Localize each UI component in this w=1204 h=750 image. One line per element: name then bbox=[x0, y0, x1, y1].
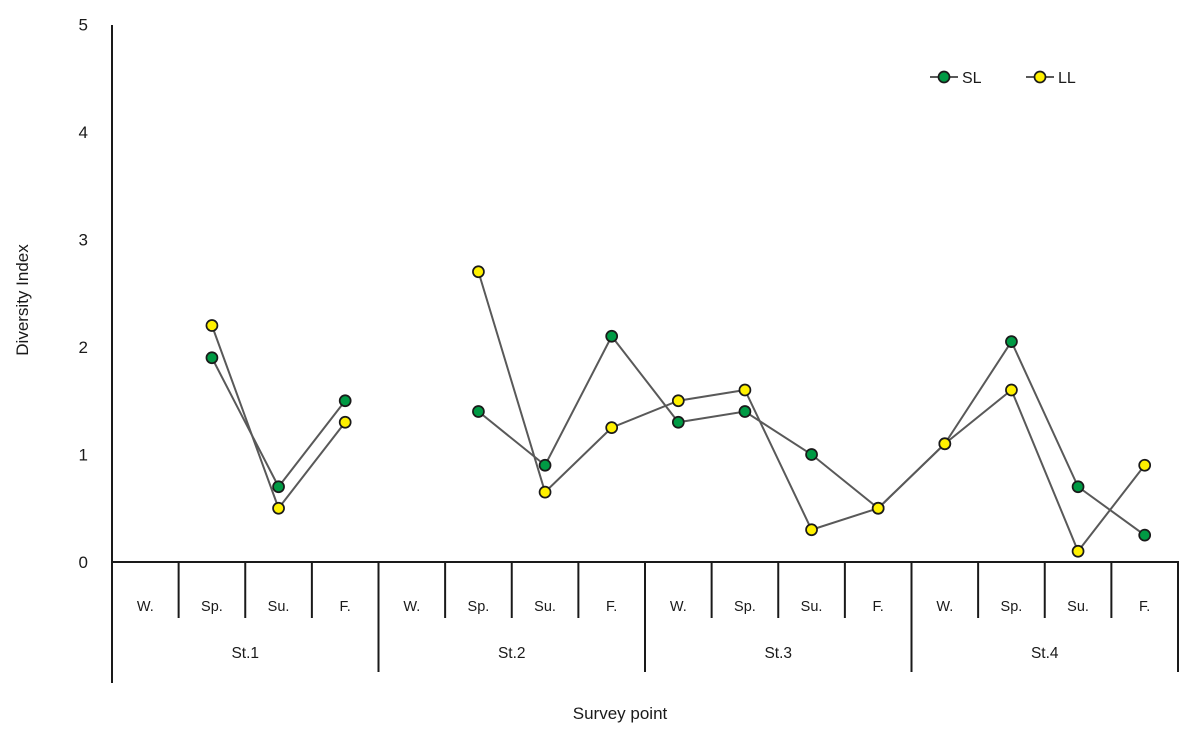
chart-line-sl bbox=[211, 357, 346, 489]
data-point-sl bbox=[605, 329, 619, 343]
y-axis-title: Diversity Index bbox=[13, 244, 32, 356]
data-point-sl bbox=[338, 394, 352, 408]
data-point-ll bbox=[671, 394, 685, 408]
data-point-sl bbox=[472, 405, 485, 418]
x-tick-label: F. bbox=[606, 599, 617, 615]
data-point-ll bbox=[472, 265, 485, 279]
x-tick-label: W. bbox=[137, 599, 154, 615]
x-tick-label: W. bbox=[670, 599, 687, 615]
x-tick-label: F. bbox=[1139, 599, 1150, 615]
x-tick-label: F. bbox=[340, 599, 351, 615]
station-label: St.1 bbox=[231, 645, 259, 662]
x-tick-label: Su. bbox=[1067, 599, 1089, 615]
y-tick-label: 1 bbox=[79, 446, 88, 465]
data-point-ll bbox=[538, 485, 552, 499]
x-tick-label: W. bbox=[403, 599, 420, 615]
data-point-sl bbox=[805, 448, 818, 461]
y-tick-label: 0 bbox=[79, 553, 88, 572]
station-label: St.3 bbox=[764, 645, 792, 662]
legend-label-sl: SL bbox=[962, 70, 982, 87]
chart-line-sl bbox=[477, 334, 1146, 536]
data-point-sl bbox=[1005, 335, 1018, 348]
chart-line-ll bbox=[477, 271, 1146, 554]
data-point-sl bbox=[272, 480, 285, 494]
x-tick-label: Sp. bbox=[201, 599, 223, 615]
data-point-ll bbox=[1138, 458, 1152, 472]
data-point-ll bbox=[805, 523, 818, 537]
station-label: St.4 bbox=[1031, 645, 1059, 662]
data-point-sl bbox=[671, 415, 685, 429]
data-point-ll bbox=[938, 437, 952, 451]
chart-plot-area: 0 1 2 3 4 5 W. Sp. Su. F. W. Sp. Su. F. W. Sp. Su. F. W. Sp… bbox=[79, 16, 1179, 683]
station-label: St.2 bbox=[498, 645, 526, 662]
data-point-ll bbox=[338, 415, 352, 429]
x-tick-label: Su. bbox=[268, 599, 290, 615]
y-tick-label: 3 bbox=[79, 231, 88, 250]
data-point-ll bbox=[205, 319, 219, 332]
x-tick-label: F. bbox=[873, 599, 884, 615]
x-tick-label: Su. bbox=[534, 599, 556, 615]
data-point-sl bbox=[538, 458, 552, 472]
y-tick-label: 2 bbox=[79, 338, 88, 357]
data-point-ll bbox=[605, 421, 619, 434]
data-point-ll bbox=[1071, 544, 1085, 558]
data-point-sl bbox=[1071, 480, 1085, 494]
legend-marker-sl bbox=[937, 70, 951, 84]
x-tick-label: W. bbox=[936, 599, 953, 615]
y-tick-label: 5 bbox=[79, 16, 88, 35]
data-point-ll bbox=[272, 501, 285, 515]
x-axis-title: Survey point bbox=[573, 704, 668, 723]
data-point-sl bbox=[738, 405, 752, 418]
data-point-sl bbox=[205, 351, 219, 365]
legend-marker-ll bbox=[1033, 70, 1047, 84]
data-point-ll bbox=[738, 383, 752, 397]
data-point-ll bbox=[1005, 383, 1018, 397]
y-tick-label: 4 bbox=[79, 123, 88, 142]
data-point-sl bbox=[1138, 528, 1152, 542]
data-point-ll bbox=[871, 501, 885, 515]
x-tick-label: Su. bbox=[801, 599, 823, 615]
x-tick-label: Sp. bbox=[734, 599, 756, 615]
x-tick-label: Sp. bbox=[468, 599, 490, 615]
x-tick-label: Sp. bbox=[1001, 599, 1023, 615]
legend-label-ll: LL bbox=[1058, 70, 1076, 87]
